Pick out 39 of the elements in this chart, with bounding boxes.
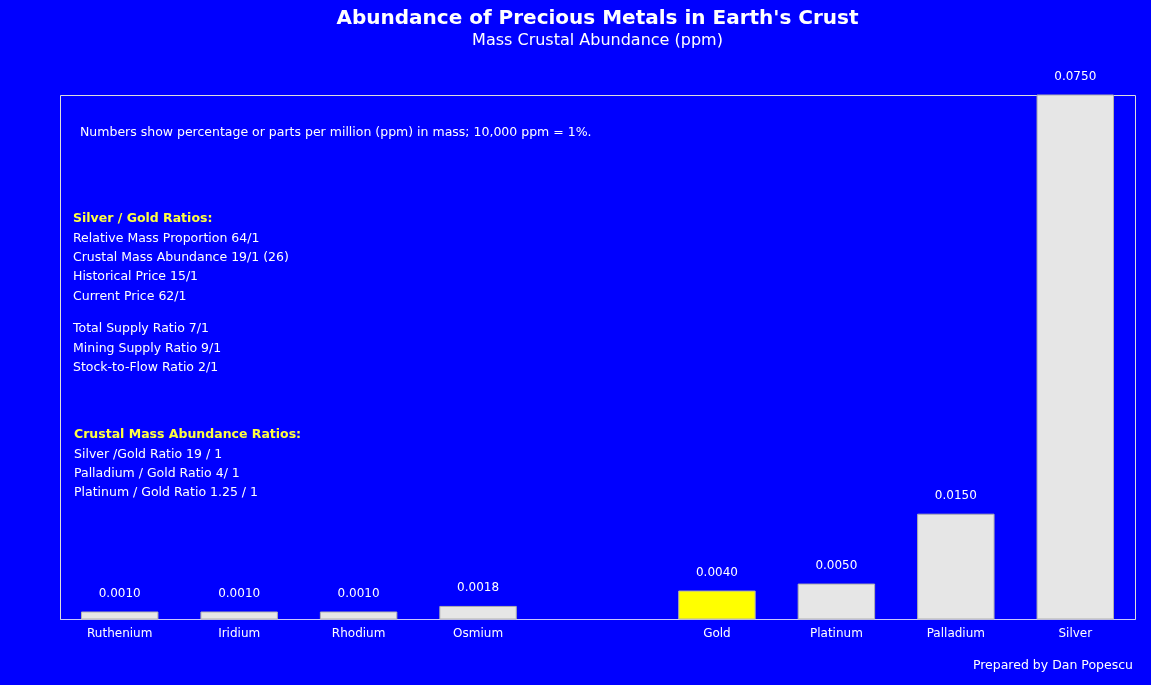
data-label: 0.0010	[218, 586, 261, 601]
bar	[439, 605, 517, 620]
data-label: 0.0018	[457, 580, 500, 595]
annotation: Silver / Gold Ratios:	[73, 210, 213, 225]
x-tick-label: Ruthenium	[87, 625, 153, 640]
x-tick-label: Iridium	[218, 625, 261, 640]
data-label: 0.0150	[934, 488, 977, 503]
bar	[917, 513, 995, 620]
x-tick-label: Platinum	[809, 625, 863, 640]
annotation: Stock-to-Flow Ratio 2/1	[73, 359, 219, 374]
text: Prepared by Dan Popescu	[972, 657, 1133, 672]
data-label: 0.0040	[695, 565, 738, 580]
x-tick-label: Silver	[1058, 625, 1093, 640]
data-label: 0.0050	[815, 558, 858, 573]
x-tick-label: Rhodium	[331, 625, 386, 640]
annotation: Relative Mass Proportion 64/1	[73, 230, 260, 245]
bar	[81, 611, 159, 620]
x-tick-label: Gold	[703, 625, 731, 640]
chart-subtitle: Mass Crustal Abundance (ppm)	[472, 30, 723, 49]
annotation: Crustal Mass Abundance 19/1 (26)	[73, 249, 289, 264]
annotation: Platinum / Gold Ratio 1.25 / 1	[74, 484, 258, 499]
x-tick-label: Osmium	[453, 625, 504, 640]
data-label: 0.0010	[337, 586, 380, 601]
bar	[319, 611, 398, 620]
data-label: 0.0010	[98, 586, 141, 601]
annotation: Silver /Gold Ratio 19 / 1	[74, 446, 223, 461]
bar	[797, 583, 876, 620]
bar	[200, 611, 278, 620]
annotation: Crustal Mass Abundance Ratios:	[74, 426, 302, 441]
x-tick-label: Palladium	[926, 625, 985, 640]
annotation: Current Price 62/1	[73, 288, 187, 303]
data-label: 0.0750	[1054, 69, 1097, 83]
annotation: Total Supply Ratio 7/1	[72, 320, 209, 335]
annotation: Numbers show percentage or parts per million (ppm) in mass; 10,000 ppm = 1%.	[80, 124, 592, 139]
annotation: Historical Price 15/1	[73, 268, 199, 283]
annotation: Palladium / Gold Ratio 4/ 1	[74, 465, 240, 480]
annotation: Mining Supply Ratio 9/1	[73, 340, 222, 355]
bar	[678, 590, 756, 620]
chart-title: Abundance of Precious Metals in Earth's Crust	[336, 5, 859, 29]
